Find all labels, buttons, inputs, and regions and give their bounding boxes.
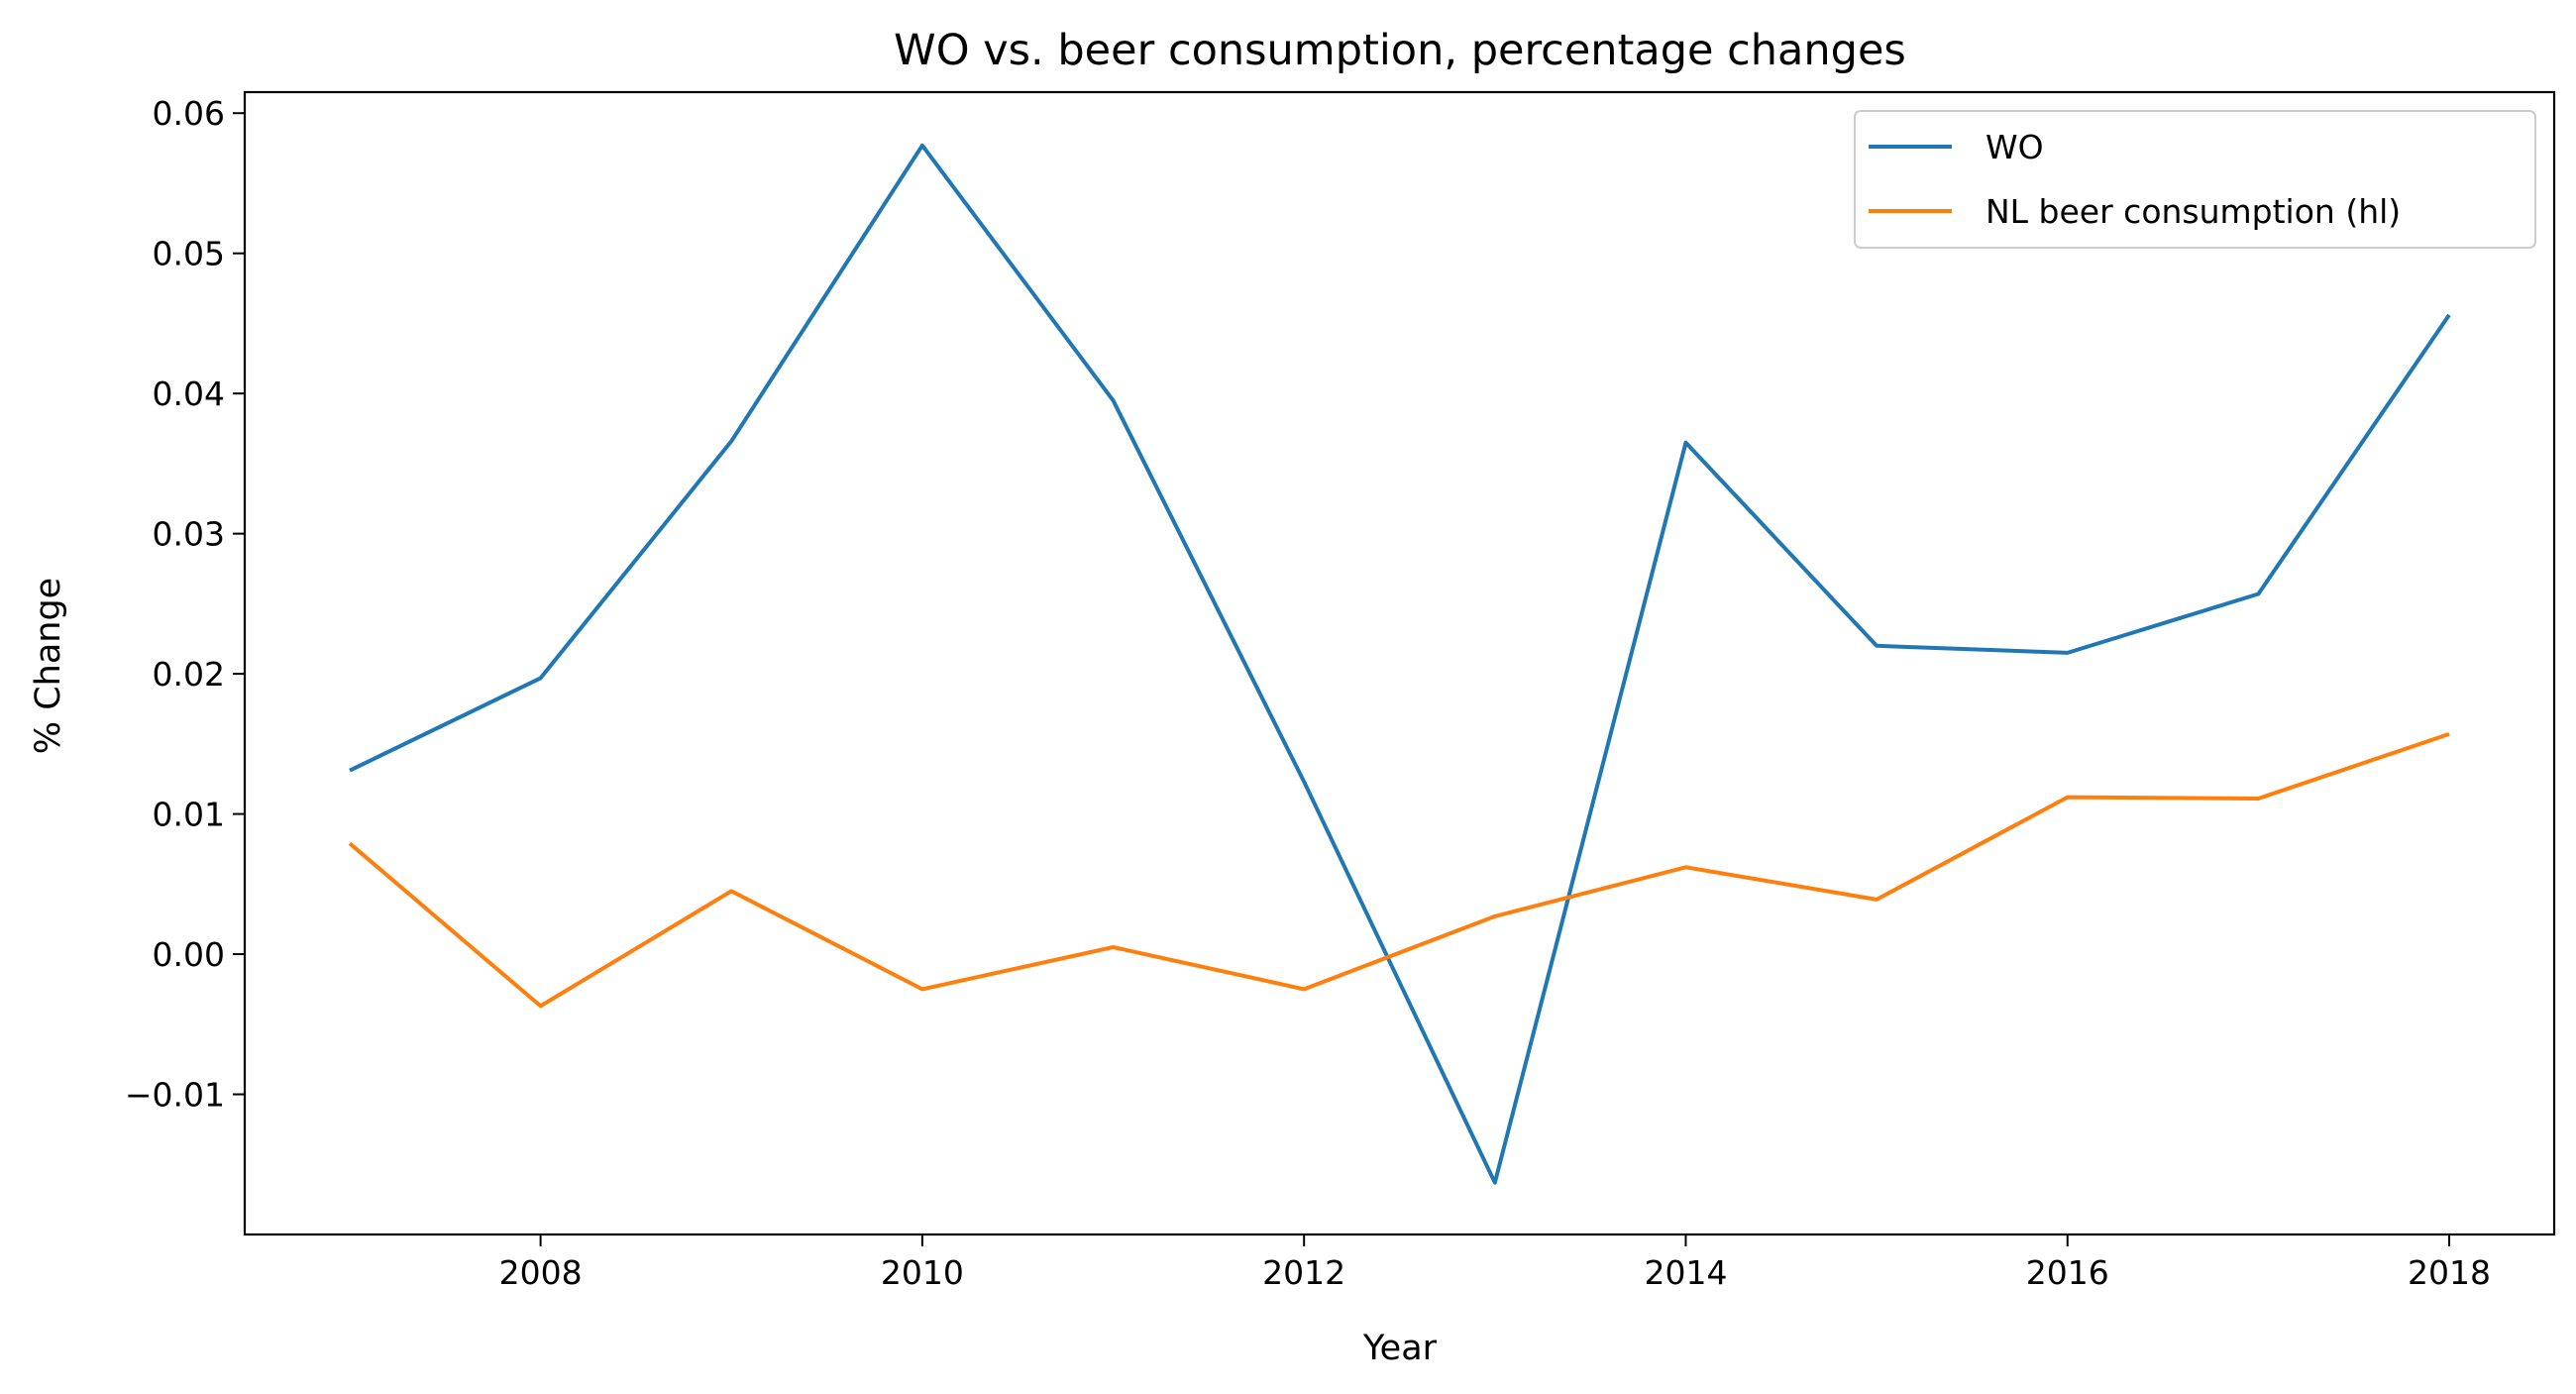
legend-label: NL beer consumption (hl) — [1986, 192, 2401, 231]
legend-label: WO — [1986, 128, 2044, 166]
y-tick-label: 0.06 — [153, 94, 225, 133]
x-tick-label: 2014 — [1644, 1253, 1727, 1292]
y-tick-label: 0.00 — [153, 935, 225, 974]
y-tick-label: −0.01 — [125, 1076, 225, 1115]
axis-ticks: 2008 2010 2012 2014 2016 2018 −0.01 0.00 0.01 0.0… — [125, 94, 2491, 1292]
y-tick-label: 0.01 — [153, 796, 225, 834]
y-tick-label: 0.05 — [153, 235, 225, 273]
series-line-nl-beer-consumption — [348, 732, 2450, 1009]
y-tick-label: 0.04 — [153, 375, 225, 413]
chart-title: WO vs. beer consumption, percentage chan… — [894, 26, 1906, 75]
series-line-wo — [349, 143, 2451, 1185]
x-tick-label: 2018 — [2408, 1253, 2491, 1292]
y-axis-label: % Change — [29, 578, 68, 754]
x-axis-label: Year — [1362, 1329, 1438, 1368]
x-tick-label: 2010 — [881, 1253, 964, 1292]
x-tick-label: 2012 — [1262, 1253, 1345, 1292]
chart-legend: WO NL beer consumption (hl) — [1854, 110, 2536, 249]
legend-box — [1854, 110, 2536, 249]
plot-frame — [243, 90, 2556, 1236]
series-lines — [348, 143, 2451, 1185]
x-tick-label: 2008 — [499, 1253, 583, 1292]
x-tick-label: 2016 — [2026, 1253, 2109, 1292]
y-tick-label: 0.03 — [153, 515, 225, 554]
y-tick-label: 0.02 — [153, 655, 225, 694]
